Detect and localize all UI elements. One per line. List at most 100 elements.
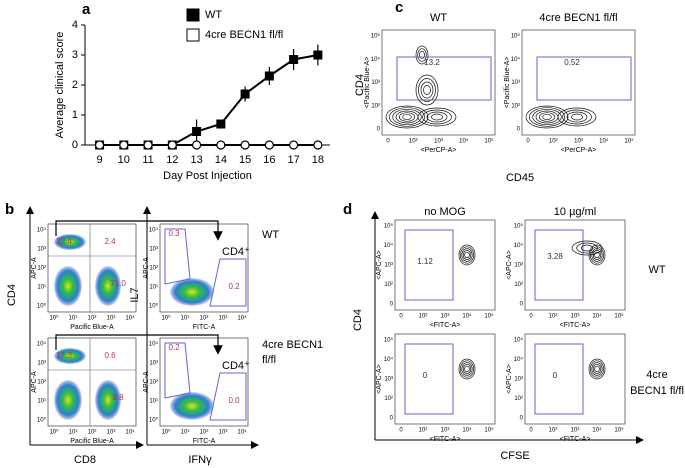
label: 9 — [96, 154, 102, 166]
label: 2.4 — [104, 237, 116, 246]
label: 10 µg/ml — [554, 206, 596, 218]
label: c — [395, 0, 403, 16]
density — [95, 266, 121, 306]
label: <FITC-A> — [430, 436, 461, 443]
legend-swatch — [186, 28, 200, 42]
label: 3.28 — [547, 252, 563, 261]
label: WT — [648, 264, 665, 276]
marker — [216, 119, 226, 129]
label: 4cre — [646, 369, 667, 381]
label: <APC-A> — [376, 364, 383, 394]
contour — [431, 113, 443, 121]
label: 10¹ — [69, 316, 78, 322]
label: 10³ — [441, 314, 450, 320]
label: FITC-A — [193, 324, 216, 331]
label: 10² — [409, 139, 418, 145]
label: <FITC-A> — [560, 436, 591, 443]
label: 0 — [423, 371, 428, 380]
marker — [94, 140, 105, 150]
density — [95, 380, 121, 420]
label: 10² — [149, 266, 158, 272]
marker — [313, 140, 323, 150]
label: no MOG — [424, 206, 466, 218]
label: 10⁵ — [624, 138, 634, 145]
label: 10³ — [384, 377, 393, 383]
label: 0 — [517, 127, 521, 133]
label: 10⁰ — [37, 417, 47, 424]
contour — [580, 244, 594, 252]
label: 0 — [529, 314, 533, 320]
label: 10² — [549, 314, 558, 320]
marker — [264, 140, 274, 150]
plot-frame — [47, 223, 137, 313]
label: Average clinical score — [54, 32, 66, 139]
label: <APC-A> — [506, 364, 513, 394]
label: 1.12 — [417, 257, 433, 266]
marker — [216, 140, 226, 150]
contour — [460, 246, 474, 264]
contour — [458, 358, 476, 380]
label: 10³ — [107, 316, 116, 322]
label: 10² — [384, 396, 393, 402]
label: 10 — [118, 154, 130, 166]
plot-frame — [524, 219, 626, 311]
label: 13 — [190, 154, 202, 166]
label: 10⁴ — [149, 227, 159, 234]
label: 0 — [390, 416, 394, 422]
label: WT — [262, 229, 279, 241]
label: 10⁴ — [384, 242, 394, 249]
label: 10³ — [149, 361, 158, 367]
label: 11 — [142, 154, 153, 166]
label: 10⁴ — [511, 56, 521, 63]
contour — [422, 109, 452, 125]
contour — [588, 358, 606, 380]
label: 10³ — [219, 430, 228, 436]
gate — [534, 229, 584, 301]
label: 10⁰ — [161, 315, 171, 322]
label: 10³ — [571, 428, 580, 434]
density — [54, 234, 86, 250]
label: 10⁴ — [237, 315, 247, 322]
gate — [396, 56, 492, 101]
label: 10⁰ — [161, 429, 171, 436]
label: 4cre BECN1 fl/fl — [205, 29, 283, 41]
label: 10⁵ — [614, 427, 624, 434]
label: 10³ — [511, 80, 520, 86]
label: 10⁴ — [149, 341, 159, 348]
label: CFSE — [500, 450, 529, 462]
series-line — [99, 54, 319, 146]
label: APC-A — [31, 257, 38, 279]
gate — [404, 229, 454, 301]
label: 10⁰ — [149, 417, 159, 424]
label: 18 — [312, 154, 324, 166]
label: 17 — [287, 154, 299, 166]
contour — [592, 364, 602, 374]
contour — [542, 113, 552, 121]
label: 0.6 — [104, 351, 116, 360]
label: 10⁴ — [599, 138, 609, 145]
gating-arrow — [55, 334, 223, 355]
label: 10¹ — [37, 285, 46, 291]
label: CD4 — [6, 284, 18, 306]
label: 13.2 — [424, 58, 440, 67]
contour — [557, 107, 597, 127]
contour — [417, 48, 427, 62]
label: 1 — [72, 109, 78, 121]
label: 10⁴ — [514, 242, 524, 249]
gating-arrow — [55, 220, 223, 241]
contour — [591, 362, 603, 376]
label: IFNγ — [188, 454, 212, 466]
label: 10³ — [434, 139, 443, 145]
density — [170, 392, 214, 420]
label: 10⁰ — [49, 315, 59, 322]
plot-frame — [394, 219, 496, 311]
contour — [461, 248, 473, 262]
label: FITC-A — [193, 438, 216, 445]
label: 10⁵ — [514, 337, 524, 344]
label: 10⁴ — [459, 138, 469, 145]
plot-frame — [159, 337, 249, 427]
contour — [576, 242, 598, 254]
label: 10² — [371, 103, 380, 109]
label: 0.0 — [228, 396, 240, 405]
contour — [418, 78, 436, 102]
